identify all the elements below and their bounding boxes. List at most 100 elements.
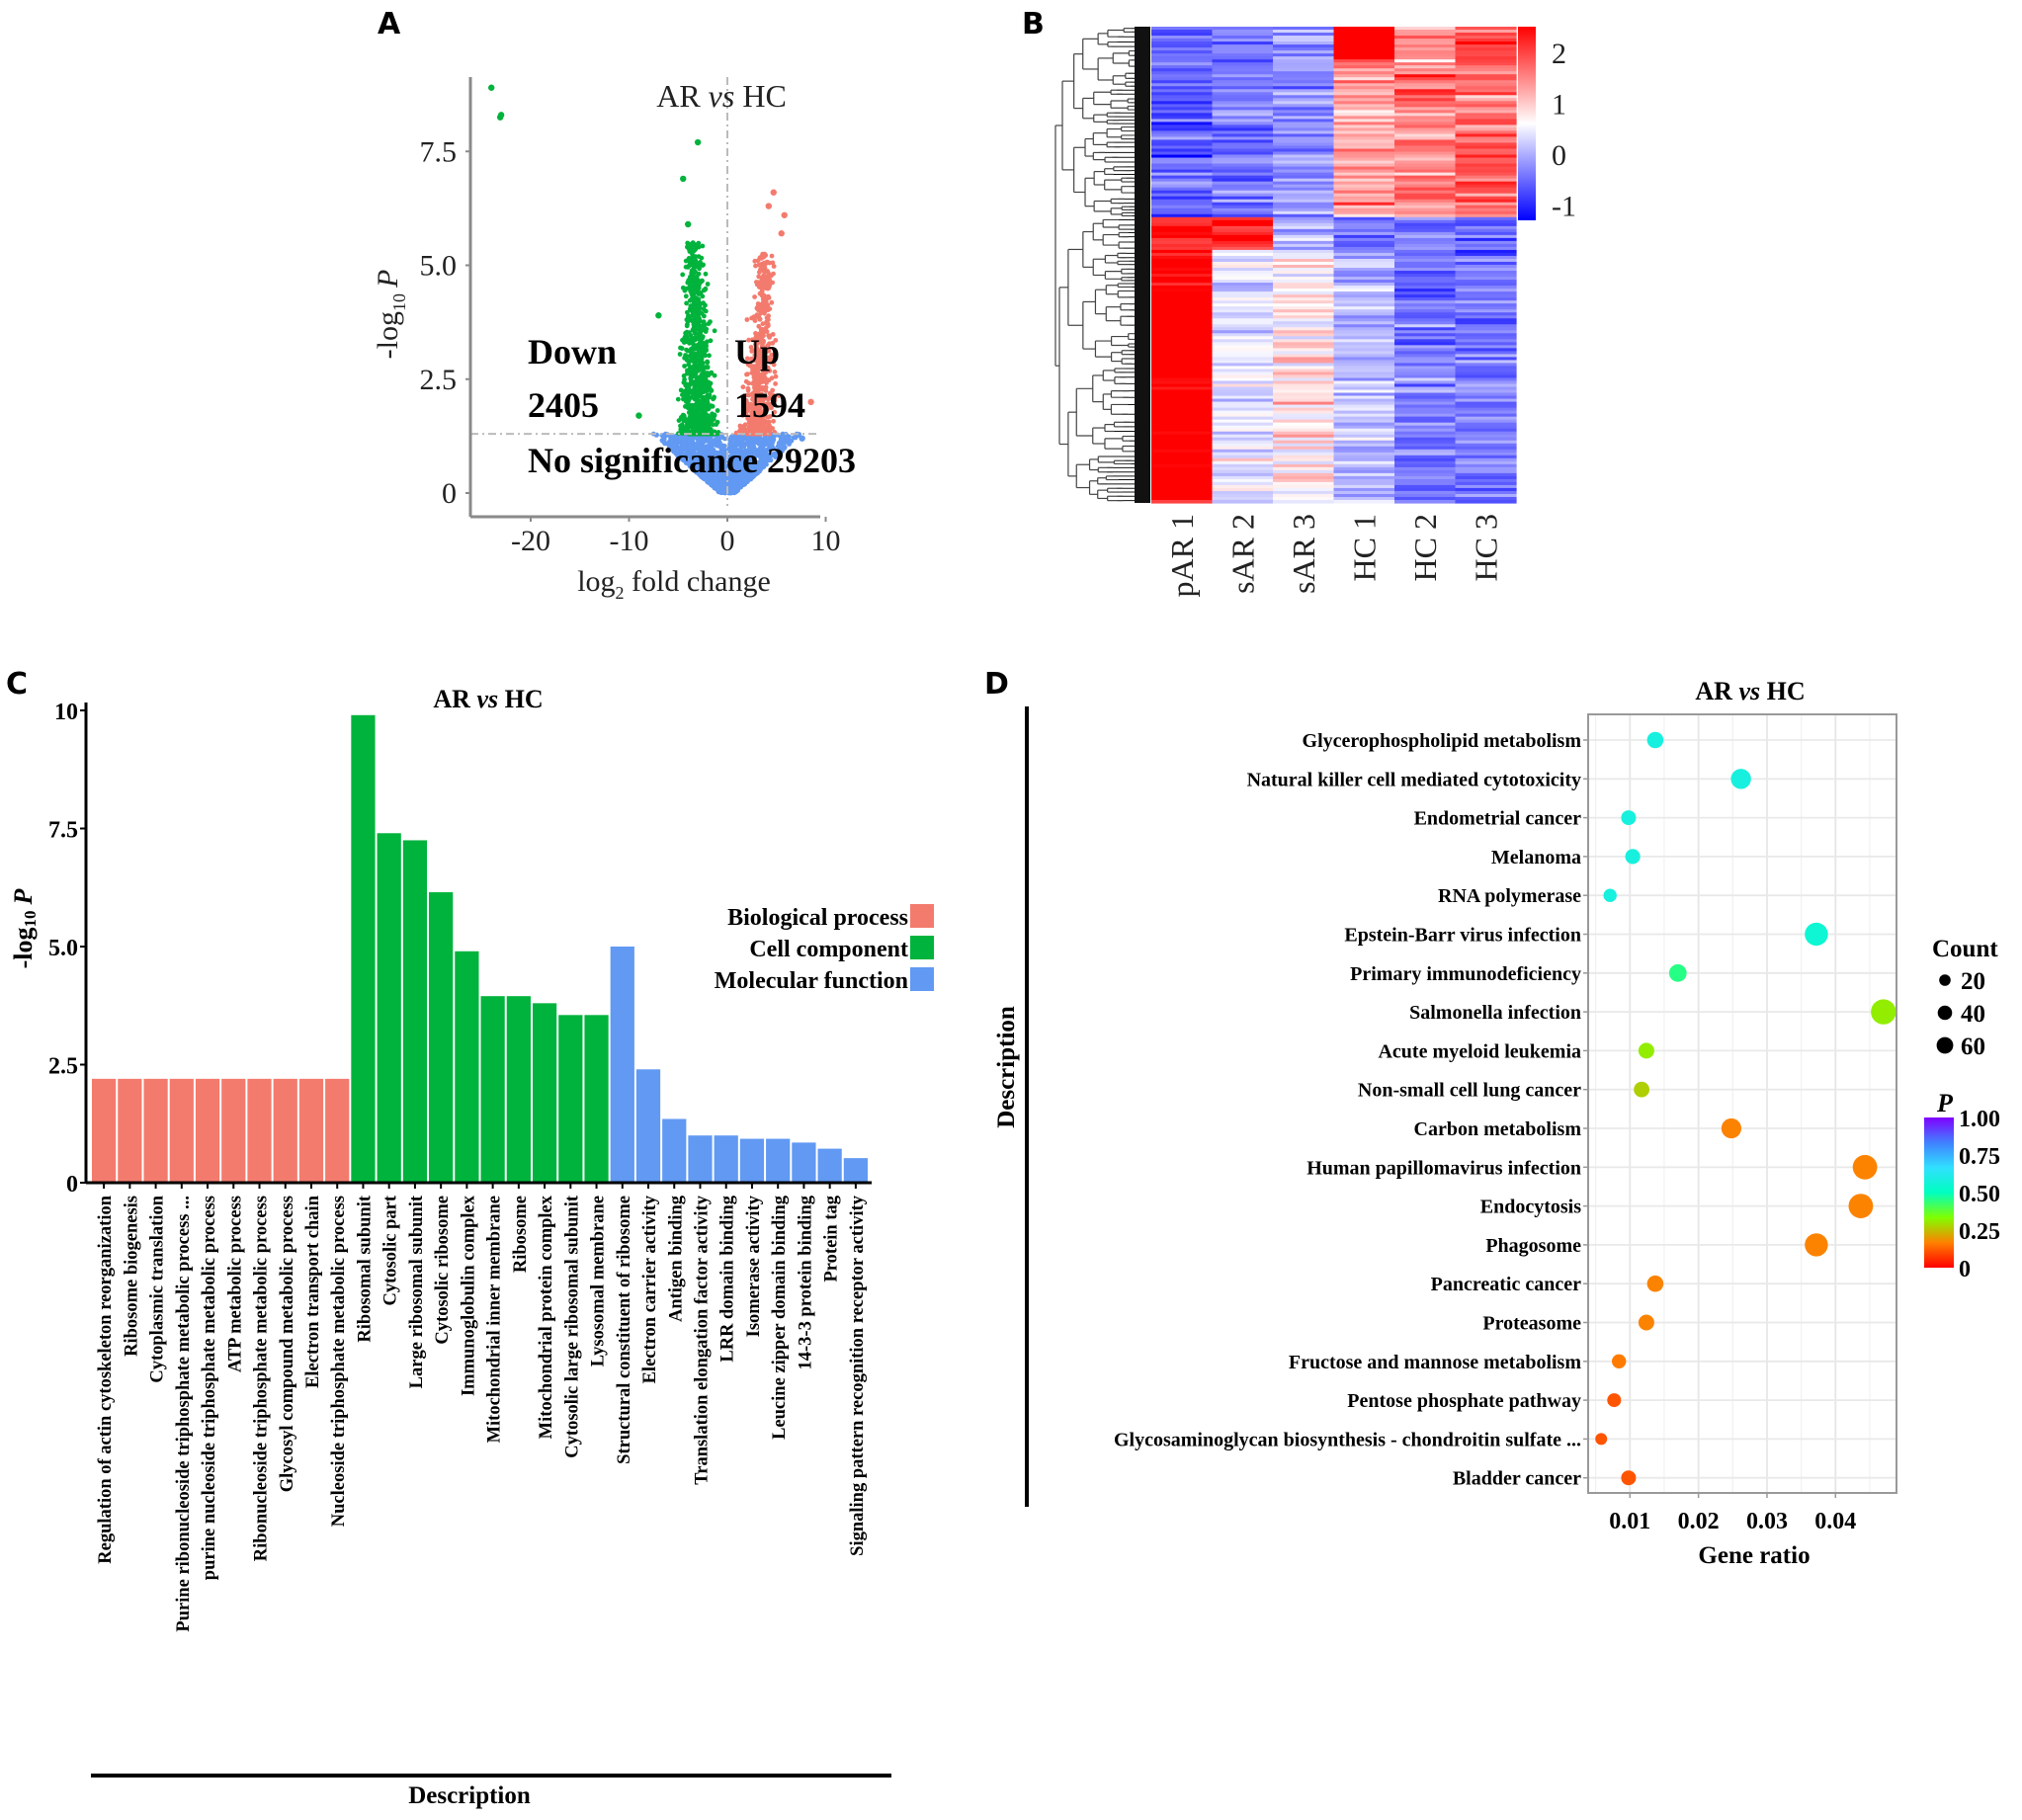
point-down (703, 287, 708, 292)
point-up (771, 264, 777, 269)
point-outlier (781, 211, 788, 218)
term-label: Salmonella infection (1409, 1002, 1581, 1024)
point-no-significance (719, 490, 724, 495)
legend-label: Biological process (727, 905, 908, 931)
point-down (697, 421, 703, 427)
point-down (691, 336, 697, 342)
point-down (699, 380, 705, 386)
point-up (757, 374, 762, 380)
bubble (1621, 810, 1637, 826)
column-labels: pAR 1 sAR 2 sAR 3 HC 1 HC 2 HC 3 (1164, 514, 1504, 597)
point-down (685, 428, 691, 434)
colorbar-tick-label: -1 (1552, 191, 1576, 223)
point-down (708, 338, 714, 344)
term-label: Phagosome (1485, 1235, 1581, 1257)
point-no-significance (733, 481, 738, 487)
bar (635, 1069, 661, 1183)
chart-title: AR vs HC (656, 78, 787, 114)
point-down (682, 288, 688, 293)
term-label: RNA polymerase (1438, 885, 1581, 907)
bubble (1621, 1470, 1637, 1486)
point-down (692, 314, 698, 319)
point-up (753, 379, 759, 385)
down-label: Down (528, 332, 617, 372)
bar (351, 714, 376, 1183)
point-down (696, 348, 702, 353)
count-legend-title: Count (1932, 936, 1998, 962)
colorbar-tick-label: 1 (1552, 88, 1566, 121)
term-label: Glycerophospholipid metabolism (1303, 730, 1582, 752)
point-down (690, 276, 695, 281)
bubble (1871, 999, 1896, 1025)
point-up (763, 299, 769, 304)
bubble (1668, 963, 1687, 982)
bar (688, 1135, 713, 1183)
point-down (687, 297, 693, 303)
point-up (750, 429, 756, 435)
point-down (705, 397, 711, 402)
point-down (688, 380, 694, 386)
point-down (696, 286, 702, 291)
point-down (685, 368, 690, 373)
x-tick-label: Immunoglobulin complex (459, 1195, 478, 1396)
bar (247, 1078, 272, 1183)
p-legend-label: 1.00 (1959, 1107, 2000, 1132)
panel-label-b: B (1022, 7, 1045, 41)
point-down (707, 405, 712, 411)
p-legend-label: 0 (1959, 1257, 1971, 1282)
count-legend-label: 60 (1961, 1034, 1985, 1060)
point-down (691, 255, 697, 261)
point-outlier (680, 175, 687, 183)
point-outlier (488, 84, 495, 91)
bar (195, 1078, 220, 1183)
count-legend-dot (1937, 1005, 1953, 1021)
column-label: sAR 2 (1224, 514, 1260, 594)
term-label: Fructose and mannose metabolism (1289, 1352, 1581, 1373)
point-down (688, 280, 693, 286)
bubble (1646, 1275, 1664, 1292)
bar (143, 1078, 168, 1183)
point-down (704, 365, 709, 370)
point-down (697, 281, 703, 287)
legend-label: Cell component (749, 937, 908, 962)
x-tick-label: 14-3-3 protein binding (796, 1195, 815, 1369)
point-up (761, 254, 767, 260)
point-up (751, 316, 757, 321)
bar (429, 892, 454, 1183)
bubble (1603, 888, 1617, 902)
point-outlier (765, 203, 772, 209)
point-no-significance (686, 438, 692, 444)
point-up (767, 260, 772, 266)
point-up (766, 313, 771, 319)
bar (610, 947, 634, 1183)
x-tick-label: Signaling pattern recognition receptor a… (848, 1195, 868, 1556)
colorbar-ticks: 2 1 0 -1 (1552, 38, 1576, 223)
bubble (1612, 1354, 1627, 1369)
point-down (684, 423, 690, 429)
point-down (711, 417, 716, 422)
panel-label-a: A (378, 7, 401, 41)
p-colorbar (1924, 1117, 1954, 1268)
x-tick-label: Ribonucleoside triphosphate metabolic pr… (252, 1196, 272, 1561)
bubble (1805, 1233, 1828, 1257)
point-up (763, 307, 768, 312)
x-tick-label: ATP metabolic process (225, 1196, 245, 1372)
x-tick-label: 0.02 (1678, 1509, 1720, 1534)
bar (662, 1118, 687, 1183)
point-down (692, 293, 697, 299)
column-label: HC 2 (1407, 514, 1443, 581)
x-tick-label: Mitochondrial protein complex (537, 1195, 556, 1439)
bubble (1607, 1393, 1622, 1408)
point-up (753, 263, 758, 269)
point-down (700, 360, 705, 366)
up-label: Up (734, 332, 780, 372)
point-down (696, 254, 702, 259)
y-axis-label: Description (993, 1006, 1020, 1128)
x-tick-label: Cytosolic part (381, 1195, 401, 1305)
chart-title: AR vs HC (433, 685, 543, 713)
point-up (752, 294, 757, 299)
bar (169, 1078, 194, 1183)
x-tick-label: Cytosolic ribosome (433, 1196, 453, 1345)
bubble (1805, 922, 1828, 947)
count-legend-label: 20 (1961, 968, 1985, 995)
